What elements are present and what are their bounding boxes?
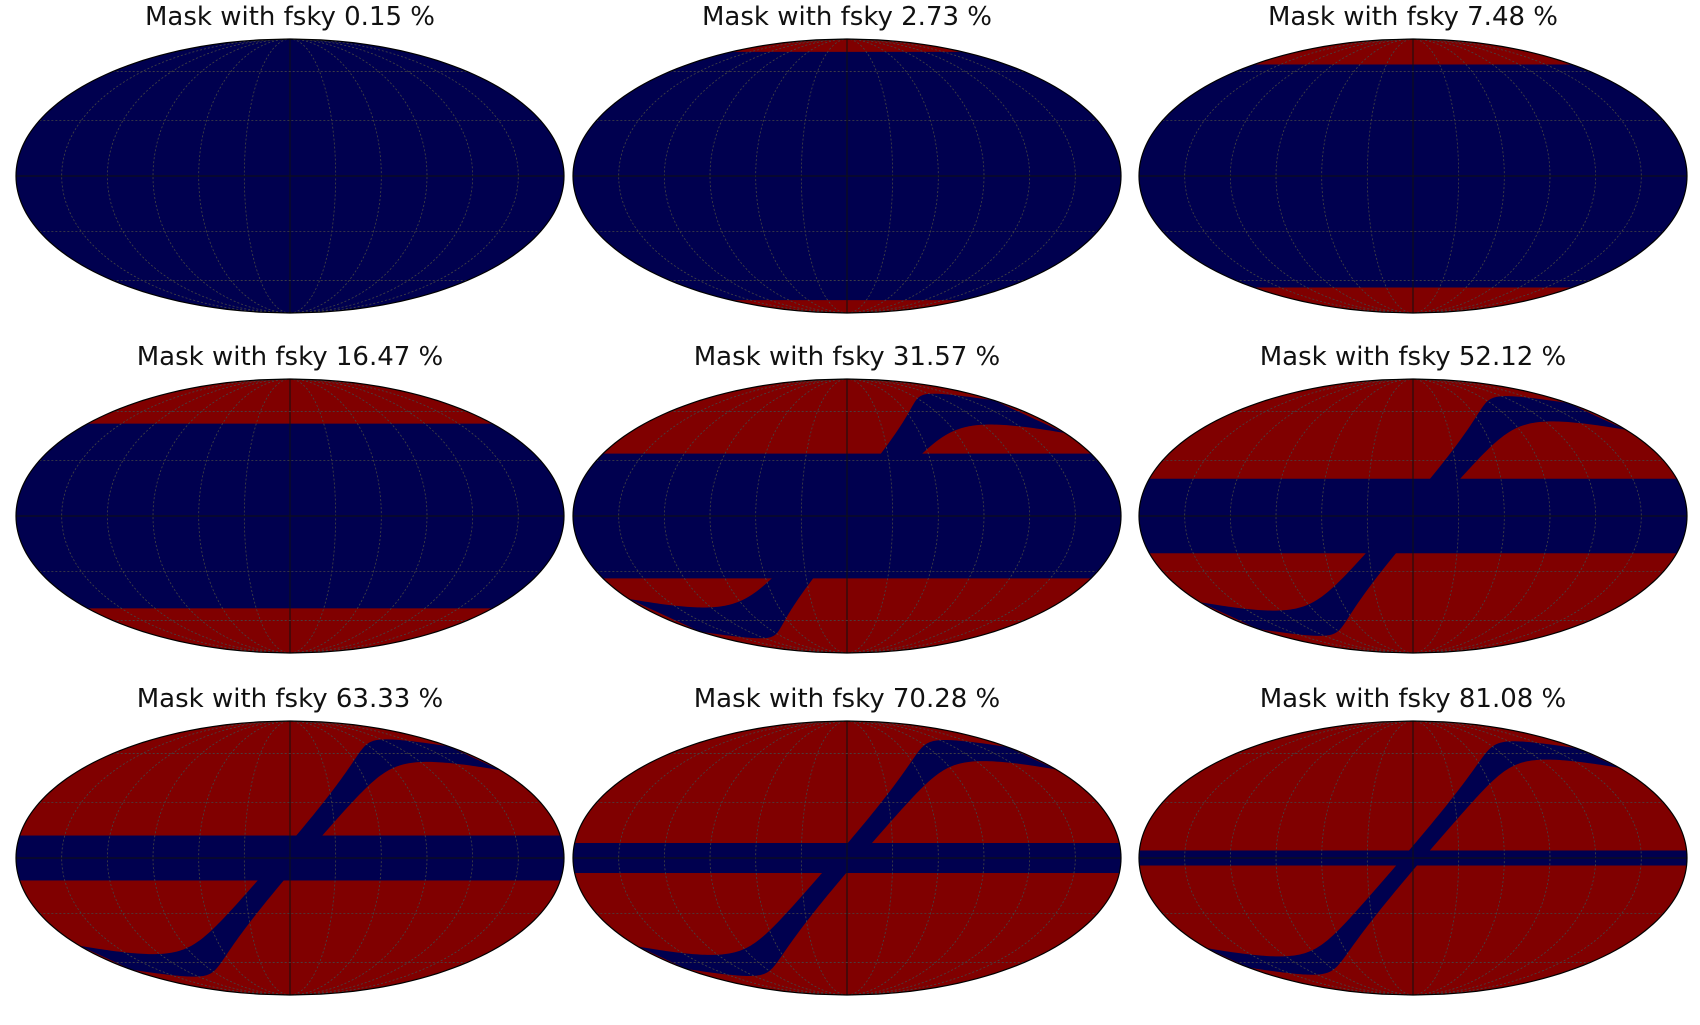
panel-title: Mask with fsky 31.57 %	[693, 342, 1001, 372]
mollweide-map	[572, 720, 1122, 996]
mask-panel-8: Mask with fsky 70.28 %	[572, 682, 1122, 1012]
panel-title: Mask with fsky 70.28 %	[693, 684, 1001, 714]
map-outline	[572, 378, 1122, 654]
mask-panel-9: Mask with fsky 81.08 %	[1138, 682, 1688, 1012]
map-outline	[1138, 720, 1688, 996]
graticule	[16, 38, 564, 314]
map-outline	[572, 38, 1122, 314]
graticule	[1139, 720, 1687, 996]
mask-panel-1: Mask with fsky 0.15 %	[15, 0, 565, 330]
graticule	[1139, 38, 1687, 314]
panel-title: Mask with fsky 7.48 %	[1268, 2, 1558, 32]
map-outline	[572, 720, 1122, 996]
panel-title: Mask with fsky 52.12 %	[1259, 342, 1567, 372]
panel-title: Mask with fsky 0.15 %	[145, 2, 435, 32]
map-outline	[1138, 378, 1688, 654]
mollweide-map	[1138, 720, 1688, 996]
panel-title: Mask with fsky 63.33 %	[136, 684, 444, 714]
mask-panel-3: Mask with fsky 7.48 %	[1138, 0, 1688, 330]
mask-panel-4: Mask with fsky 16.47 %	[15, 340, 565, 670]
mask-panel-6: Mask with fsky 52.12 %	[1138, 340, 1688, 670]
mollweide-map	[15, 378, 565, 654]
graticule	[1139, 378, 1687, 654]
graticule	[16, 720, 564, 996]
panel-title: Mask with fsky 16.47 %	[136, 342, 444, 372]
map-outline	[15, 38, 565, 314]
mask-panel-2: Mask with fsky 2.73 %	[572, 0, 1122, 330]
mollweide-map	[572, 38, 1122, 314]
mollweide-map	[1138, 378, 1688, 654]
mollweide-map	[15, 38, 565, 314]
graticule	[16, 378, 564, 654]
mollweide-map	[15, 720, 565, 996]
mollweide-map	[1138, 38, 1688, 314]
map-outline	[15, 720, 565, 996]
graticule	[573, 38, 1121, 314]
graticule	[573, 378, 1121, 654]
graticule	[573, 720, 1121, 996]
map-outline	[15, 378, 565, 654]
mollweide-map	[572, 378, 1122, 654]
panel-title: Mask with fsky 81.08 %	[1259, 684, 1567, 714]
mask-panel-7: Mask with fsky 63.33 %	[15, 682, 565, 1012]
panel-title: Mask with fsky 2.73 %	[702, 2, 992, 32]
map-outline	[1138, 38, 1688, 314]
mask-panel-5: Mask with fsky 31.57 %	[572, 340, 1122, 670]
